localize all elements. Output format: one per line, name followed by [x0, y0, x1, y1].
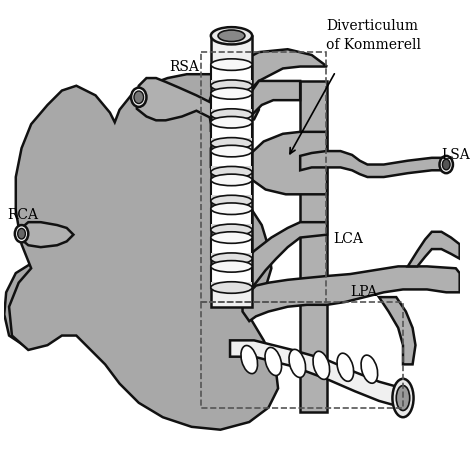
Ellipse shape [211, 260, 252, 272]
Ellipse shape [211, 232, 252, 243]
Ellipse shape [265, 347, 282, 376]
Ellipse shape [211, 174, 252, 186]
Ellipse shape [211, 253, 252, 265]
Polygon shape [211, 151, 252, 172]
Ellipse shape [211, 282, 252, 293]
Polygon shape [246, 132, 327, 194]
Polygon shape [230, 340, 403, 408]
Ellipse shape [361, 355, 378, 383]
Text: RCA: RCA [7, 208, 38, 222]
Polygon shape [300, 151, 446, 177]
Text: RSA: RSA [170, 59, 200, 73]
Ellipse shape [211, 59, 252, 70]
Ellipse shape [211, 27, 252, 44]
Ellipse shape [396, 386, 410, 410]
Polygon shape [233, 81, 300, 158]
Polygon shape [300, 81, 327, 412]
Polygon shape [211, 93, 252, 115]
Polygon shape [211, 166, 252, 172]
Polygon shape [211, 237, 252, 259]
Polygon shape [211, 180, 252, 201]
Polygon shape [4, 264, 57, 345]
Ellipse shape [211, 116, 252, 128]
Text: LCA: LCA [333, 232, 363, 246]
Polygon shape [379, 297, 416, 364]
Polygon shape [21, 222, 73, 247]
Polygon shape [211, 36, 252, 307]
Ellipse shape [134, 91, 144, 104]
Polygon shape [211, 209, 252, 230]
Polygon shape [9, 74, 278, 430]
Ellipse shape [211, 203, 252, 214]
Polygon shape [211, 195, 252, 201]
Polygon shape [137, 78, 237, 129]
Polygon shape [243, 266, 460, 321]
Text: of Kommerell: of Kommerell [326, 39, 421, 53]
Ellipse shape [211, 195, 252, 207]
Ellipse shape [289, 349, 306, 377]
Text: LPA: LPA [350, 285, 377, 299]
Polygon shape [233, 222, 327, 293]
Polygon shape [208, 49, 327, 132]
Ellipse shape [18, 228, 26, 239]
Ellipse shape [442, 159, 450, 170]
Ellipse shape [241, 346, 257, 374]
Polygon shape [211, 65, 252, 86]
Text: Diverticulum: Diverticulum [326, 19, 418, 33]
Ellipse shape [211, 80, 252, 92]
Polygon shape [211, 266, 252, 288]
Ellipse shape [313, 351, 329, 380]
Ellipse shape [337, 353, 354, 381]
Polygon shape [408, 232, 460, 266]
Ellipse shape [211, 88, 252, 99]
Ellipse shape [392, 379, 413, 417]
Ellipse shape [218, 30, 245, 42]
Text: LSA: LSA [441, 148, 470, 162]
Polygon shape [211, 80, 252, 86]
Ellipse shape [15, 225, 28, 242]
Ellipse shape [211, 224, 252, 236]
Ellipse shape [211, 166, 252, 178]
Ellipse shape [211, 145, 252, 157]
Ellipse shape [211, 109, 252, 120]
Polygon shape [211, 122, 252, 144]
Ellipse shape [211, 138, 252, 149]
Polygon shape [211, 138, 252, 144]
Polygon shape [211, 109, 252, 115]
Polygon shape [211, 253, 252, 259]
Ellipse shape [439, 156, 453, 173]
Polygon shape [211, 224, 252, 230]
Polygon shape [211, 282, 252, 288]
Ellipse shape [131, 88, 146, 107]
